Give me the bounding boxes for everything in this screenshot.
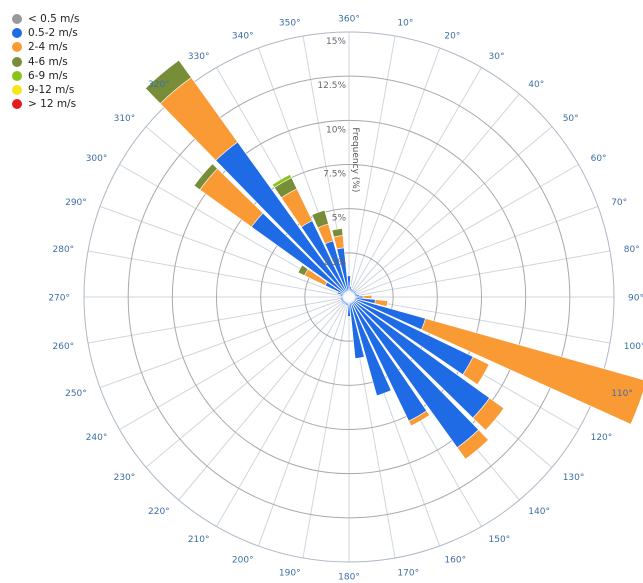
bar-segment [349,301,365,359]
direction-label: 100° [624,342,643,352]
direction-label: 340° [232,31,254,41]
bar-segment [144,59,192,104]
bars [144,59,643,460]
direction-label: 230° [114,473,136,483]
radial-tick-label: 7.5% [323,170,346,180]
radial-tick-label: 2.5% [323,258,346,268]
direction-label: 70° [611,198,627,208]
direction-label: 180° [338,573,360,583]
bar-segment [462,356,490,386]
direction-label: 300° [86,154,108,164]
direction-label: 220° [148,507,170,517]
bar-segment [362,294,373,300]
legend-item[interactable]: 6-9 m/s [12,69,79,83]
direction-label: 140° [528,507,550,517]
legend-label: > 12 m/s [28,98,77,111]
legend-marker [12,85,22,96]
bar-segment [297,264,309,276]
direction-label: 80° [624,245,640,255]
direction-label: 40° [528,80,544,90]
direction-label: 360° [338,15,360,25]
legend-label: 6-9 m/s [28,69,68,82]
radial-tick-label: 15% [326,37,346,47]
legend-marker [12,70,22,81]
grid-ring [127,75,571,519]
bar-segment [347,301,351,317]
direction-label: 30° [489,52,505,62]
direction-label: 270° [48,294,70,304]
direction-label: 60° [591,154,607,164]
legend-label: 0.5-2 m/s [28,27,78,40]
legend-marker [12,14,22,25]
direction-label: 210° [188,535,210,545]
direction-label: 310° [114,114,136,124]
direction-label: 280° [53,245,75,255]
direction-label: 290° [65,198,87,208]
radial-tick-label: 5% [332,214,347,224]
legend-marker [12,42,22,53]
direction-label: 320° [148,80,170,90]
bar-segment [349,286,352,293]
direction-label: 50° [563,114,579,124]
direction-label: 130° [563,473,585,483]
direction-label: 250° [65,389,87,399]
grid-ring [260,208,438,386]
direction-label: 150° [489,535,511,545]
legend-item[interactable]: > 12 m/s [12,97,79,111]
direction-label: 330° [188,52,210,62]
direction-label: 10° [397,19,413,29]
legend-marker [12,99,22,110]
direction-label: 170° [397,568,419,578]
direction-label: 20° [444,31,460,41]
bar-segment [347,275,351,293]
bar-segment [193,163,218,191]
radial-tick-label: 12.5% [317,81,346,91]
direction-label: 190° [279,568,301,578]
outer-ring [83,31,615,563]
bar-segment [311,209,329,229]
direction-label: 90° [628,294,643,304]
legend-item[interactable]: 2-4 m/s [12,40,79,54]
bar-segment [472,397,505,431]
legend-label: < 0.5 m/s [28,13,80,26]
legend-label: 4-6 m/s [28,55,68,68]
grid-ring [216,164,482,430]
radial-tick-label: 10% [326,125,346,135]
legend-item[interactable]: 0.5-2 m/s [12,26,79,40]
y-axis-title: Frequency (%) [350,127,360,192]
direction-label: 350° [279,19,301,29]
direction-label: 120° [591,433,613,443]
bar-segment [333,235,345,250]
legend-marker [12,28,22,39]
legend-item[interactable]: 9-12 m/s [12,83,79,97]
grid-ring [304,252,394,342]
direction-label: 160° [444,556,466,566]
direction-label: 260° [53,342,75,352]
legend-label: 2-4 m/s [28,41,68,54]
legend-item[interactable]: 4-6 m/s [12,55,79,69]
chart-legend: < 0.5 m/s 0.5-2 m/s 2-4 m/s 4-6 m/s 6-9 m/s 9… [12,12,79,111]
grid-ring [171,119,527,475]
legend-label: 9-12 m/s [28,84,75,97]
bar-segment [374,299,388,307]
direction-label: 200° [232,556,254,566]
bar-segment [408,410,431,427]
direction-label: 110° [611,389,633,399]
bar-segment [331,228,344,238]
legend-marker [12,56,22,67]
direction-label: 240° [86,433,108,443]
bar-segment [271,174,292,188]
legend-item[interactable]: < 0.5 m/s [12,12,79,26]
bar-segment [421,318,643,425]
bar-segment [350,301,392,397]
bar-segment [456,429,489,460]
